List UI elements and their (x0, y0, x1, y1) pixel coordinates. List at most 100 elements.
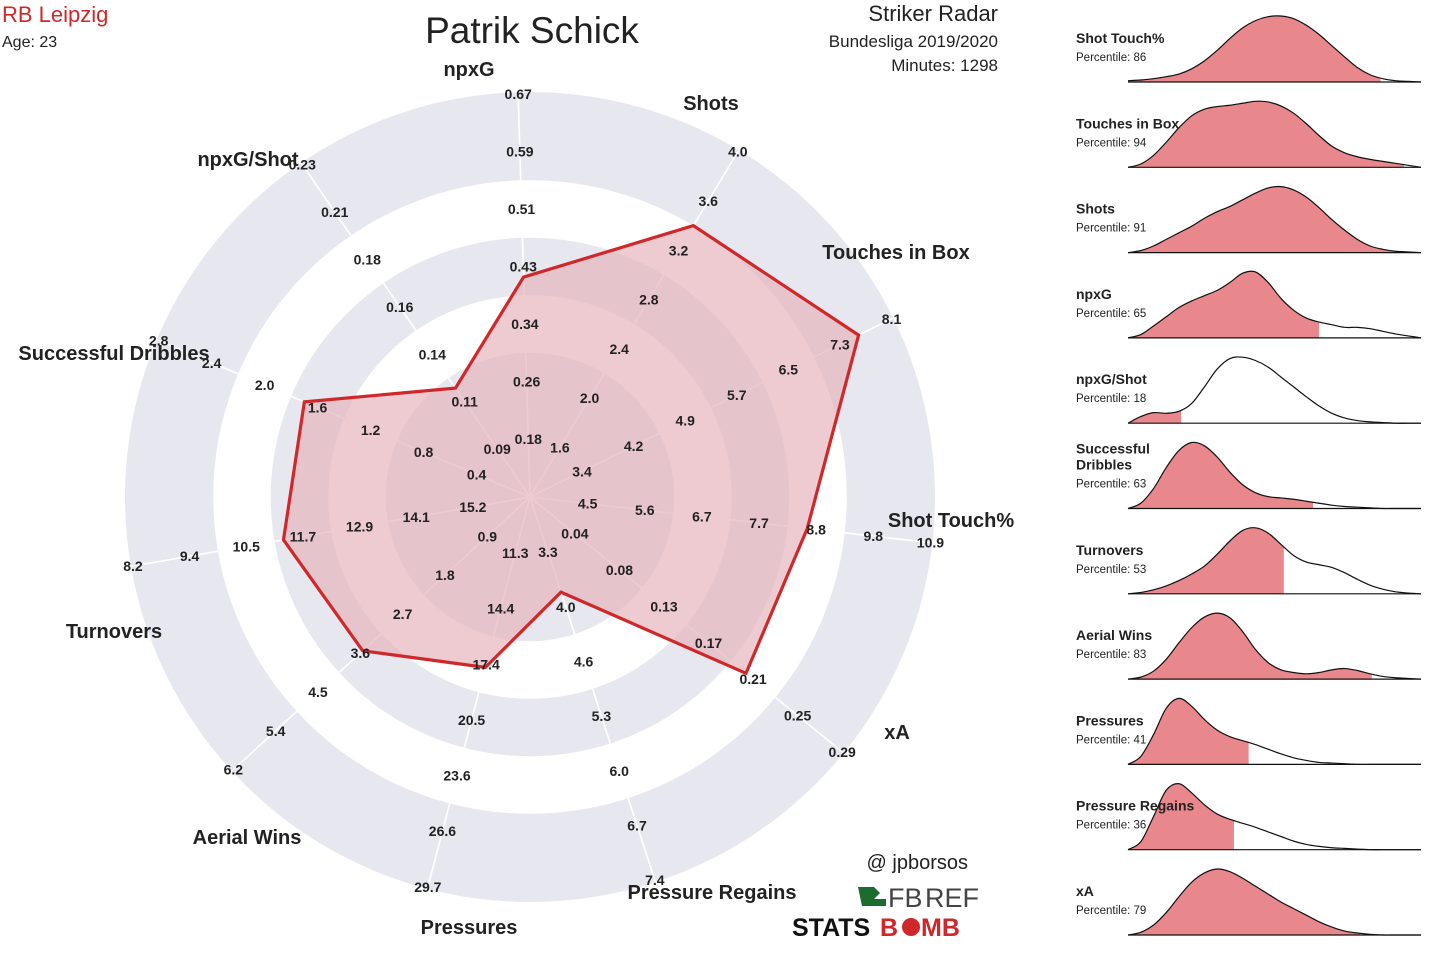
radar-tick-label: 6.7 (692, 509, 712, 525)
radar-tick-label: 5.4 (266, 723, 286, 739)
radar-tick-label: 0.21 (321, 204, 348, 220)
radar-tick-label: 14.4 (487, 601, 514, 617)
radar-tick-label: 0.51 (508, 201, 535, 217)
radar-axis-label: Successful Dribbles (18, 343, 209, 365)
radar-tick-label: 0.14 (419, 346, 446, 362)
radar-tick-label: 3.6 (351, 645, 371, 661)
radar-tick-label: 0.16 (386, 299, 413, 315)
radar-tick-label: 3.6 (698, 193, 718, 209)
radar-tick-label: 4.2 (624, 438, 644, 454)
distribution-metric-name: Aerial Wins (1076, 627, 1152, 643)
radar-axis-label: Pressure Regains (628, 882, 797, 904)
radar-axis-labels: Shot Touch% xA Pressure Regains Pressures Ae… (18, 59, 1014, 939)
chart-kind: Striker Radar (868, 1, 998, 26)
radar-tick-label: 12.9 (346, 519, 373, 535)
distribution-curve (1127, 527, 1422, 595)
radar-tick-label: 0.25 (784, 707, 811, 723)
distribution-row: npxG/Shot Percentile: 18 (1076, 356, 1421, 424)
radar-tick-label: 2.8 (149, 332, 169, 348)
statsbomb-logo-text-c: MB (921, 914, 960, 942)
radar-tick-label: 1.6 (308, 399, 328, 415)
radar-tick-label: 0.59 (506, 144, 533, 160)
distribution-metric-name: Turnovers (1076, 542, 1144, 558)
radar-tick-label: 0.34 (511, 316, 538, 332)
league-season: Bundesliga 2019/2020 (829, 32, 998, 51)
distribution-curve (1127, 185, 1422, 254)
radar-tick-label: 1.6 (550, 439, 570, 455)
radar-tick-label: 7.3 (830, 336, 850, 352)
distribution-curve (1127, 15, 1422, 83)
radar-axis-label: npxG (443, 59, 494, 81)
distribution-curve (1127, 612, 1422, 680)
distribution-row: Pressures Percentile: 41 (1076, 697, 1421, 766)
radar-tick-label: 4.9 (675, 413, 695, 429)
radar-tick-label: 14.1 (403, 509, 430, 525)
radar-tick-label: 3.2 (669, 242, 689, 258)
radar-tick-label: 23.6 (443, 768, 470, 784)
age-label: Age: 23 (2, 34, 57, 51)
radar-tick-label: 0.29 (829, 744, 856, 760)
radar-tick-label: 8.8 (806, 522, 826, 538)
distribution-panel: Shot Touch% Percentile: 86 Touches in Box P… (1076, 15, 1422, 936)
radar-tick-label: 0.8 (414, 444, 434, 460)
distribution-metric-name: Dribbles (1076, 457, 1132, 473)
distribution-metric-name: Shot Touch% (1076, 30, 1165, 46)
distribution-metric-name: xA (1076, 883, 1094, 899)
distribution-metric-name: Successful (1076, 441, 1150, 457)
radar-tick-label: 0.43 (510, 259, 537, 275)
fbref-logo-text-b: REF (925, 883, 979, 913)
radar-tick-label: 4.0 (728, 144, 748, 160)
distribution-percentile-label: Percentile: 53 (1076, 564, 1146, 576)
radar-tick-label: 7.4 (645, 872, 665, 888)
radar-tick-label: 0.21 (739, 671, 766, 687)
radar-tick-label: 0.09 (484, 441, 511, 457)
radar-tick-label: 4.6 (574, 653, 594, 669)
radar-tick-label: 0.18 (354, 251, 381, 267)
distribution-row: Aerial Wins Percentile: 83 (1076, 612, 1422, 680)
radar-tick-label: 29.7 (414, 879, 441, 895)
fbref-logo-text-a: FB (888, 883, 923, 913)
distribution-percentile-label: Percentile: 36 (1076, 820, 1146, 832)
distribution-fill (1128, 868, 1360, 935)
distribution-metric-name: npxG (1076, 286, 1112, 302)
distribution-fill (1128, 527, 1284, 594)
radar-tick-label: 4.0 (556, 599, 576, 615)
radar-axis-label: xA (884, 722, 910, 744)
statsbomb-logo-text-b: B (880, 914, 898, 942)
radar-axis-label: Shot Touch% (888, 510, 1014, 532)
radar-tick-label: 10.5 (233, 538, 260, 554)
radar-tick-label: 0.4 (467, 466, 487, 482)
radar-tick-label: 5.7 (727, 387, 747, 403)
distribution-fill (1128, 271, 1319, 338)
distribution-fill (1128, 101, 1404, 168)
radar-tick-label: 6.5 (779, 362, 799, 378)
radar-polygon-layer (281, 223, 861, 676)
radar-tick-label: 2.4 (609, 341, 629, 357)
distribution-fill (1128, 698, 1249, 765)
distribution-row: Touches in Box Percentile: 94 (1076, 100, 1422, 168)
radar-tick-label: 5.3 (592, 708, 612, 724)
distribution-fill (1128, 186, 1395, 253)
radar-tick-label: 8.1 (882, 311, 902, 327)
radar-axis-label: Pressures (421, 917, 518, 939)
radar-tick-label: 0.9 (478, 528, 498, 544)
distribution-percentile-label: Percentile: 94 (1076, 137, 1147, 149)
distribution-percentile-label: Percentile: 63 (1076, 479, 1146, 491)
radar-tick-label: 2.0 (580, 390, 600, 406)
radar-tick-label: 0.17 (695, 635, 722, 651)
player-name: Patrik Schick (425, 10, 639, 51)
radar-tick-label: 8.2 (123, 558, 143, 574)
radar-tick-label: 26.6 (429, 823, 456, 839)
distribution-row: Shots Percentile: 91 (1076, 185, 1422, 254)
distribution-metric-name: npxG/Shot (1076, 371, 1147, 387)
radar-tick-label: 17.4 (473, 656, 500, 672)
radar-tick-label: 9.4 (180, 548, 200, 564)
radar-tick-label: 11.3 (502, 545, 529, 561)
radar-tick-label: 11.7 (290, 528, 317, 544)
radar-tick-label: 4.5 (578, 496, 598, 512)
radar-axis-label: Touches in Box (822, 242, 969, 264)
radar-tick-label: 1.8 (435, 567, 455, 583)
minutes-played: Minutes: 1298 (891, 56, 998, 75)
radar-tick-label: 5.6 (635, 502, 655, 518)
